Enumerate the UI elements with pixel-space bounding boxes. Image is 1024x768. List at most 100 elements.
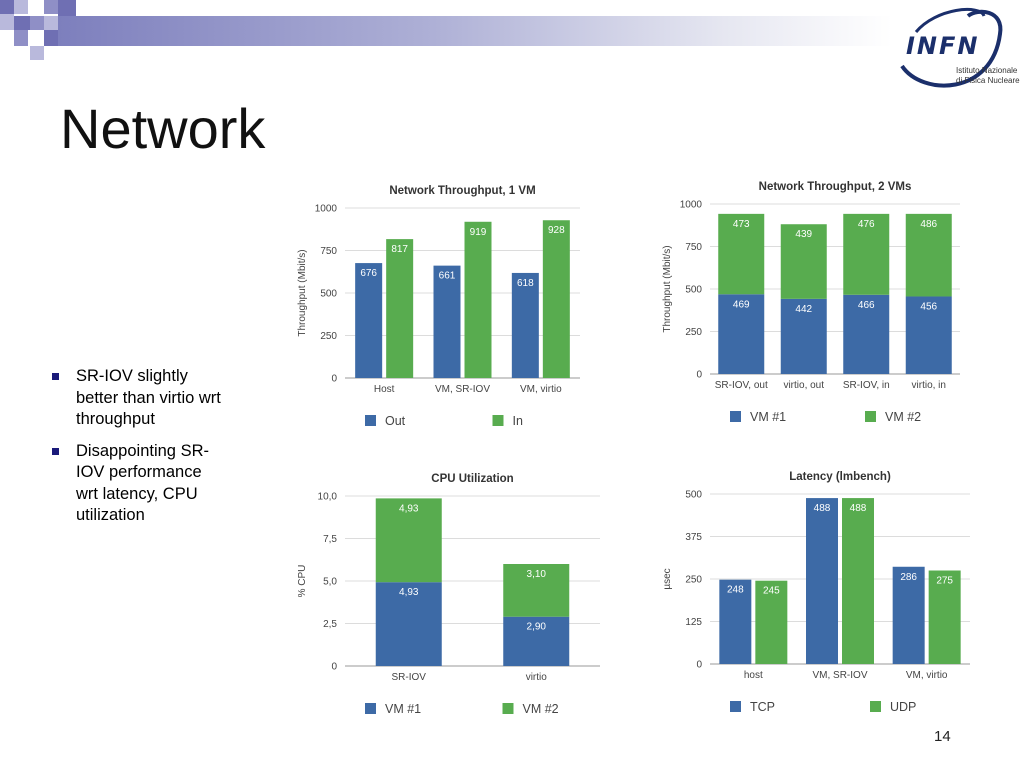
chart-throughput-1vm: Network Throughput, 1 VM Throughput (Mbit… [290,178,590,448]
y-axis-label: µsec [662,568,673,589]
bar-value-label: 469 [733,299,750,310]
bullet-list: SR-IOV slightly better than virtio wrt t… [48,366,228,537]
y-tick-label: 5,0 [323,577,337,588]
x-tick-label: virtio, out [783,380,824,391]
bar-out-host [355,263,383,378]
bar-value-label: 476 [858,219,875,230]
bar-value-label: 661 [439,271,456,282]
bar-vm-2-virtio [503,564,570,617]
bar-tcp-vm-virtio [892,566,925,664]
bar-vm-1-virtio-out [780,298,827,374]
chart-title: Latency (lmbench) [789,471,891,483]
y-tick-label: 0 [696,660,702,671]
y-tick-label: 250 [685,327,702,338]
bar-value-label: 275 [936,576,953,587]
bar-value-label: 3,10 [527,569,547,580]
legend-swatch [730,411,741,422]
legend-label: VM #1 [750,410,786,424]
bar-vm-1-sr-iov-in [843,294,890,374]
x-tick-label: VM, virtio [520,384,562,395]
infn-logo: INFN Istituto Nazionale di Fisica Nuclea… [892,4,1022,92]
bar-value-label: 286 [900,572,917,583]
bar-value-label: 442 [795,304,812,315]
chart-title: Network Throughput, 2 VMs [759,181,912,193]
legend-label: TCP [750,700,775,714]
legend-swatch [730,701,741,712]
bar-value-label: 466 [858,300,875,311]
bar-value-label: 488 [850,503,867,514]
bar-value-label: 488 [814,503,831,514]
y-tick-label: 750 [685,242,702,253]
chart-title: CPU Utilization [431,473,513,485]
y-tick-label: 125 [685,617,702,628]
bullet-square-icon [52,373,59,380]
chart-svg: Network Throughput, 2 VMs Throughput (Mbi… [662,181,960,424]
x-tick-label: virtio [526,672,548,683]
legend-label: UDP [890,700,916,714]
bar-out-vm-sr-iov [433,265,461,378]
y-tick-label: 10,0 [318,492,338,503]
bar-value-label: 473 [733,219,750,230]
bar-in-vm-virtio [542,220,570,378]
bar-vm-2-sr-iov [375,498,442,583]
bar-value-label: 2,90 [527,622,547,633]
y-tick-label: 750 [320,246,337,257]
legend-label: Out [385,414,406,428]
slide-title: Network [60,97,266,160]
chart-svg: Network Throughput, 1 VM Throughput (Mbit… [297,185,580,428]
legend-swatch [865,411,876,422]
chart-title: Network Throughput, 1 VM [389,185,535,197]
logo-subtitle: Istituto Nazionale di Fisica Nucleare [956,66,1020,85]
x-tick-label: SR-IOV, out [715,380,768,391]
bar-tcp-host [719,579,752,664]
x-tick-label: SR-IOV [392,672,427,683]
bar-value-label: 486 [920,219,937,230]
bar-vm-2-virtio-in [905,213,952,297]
y-tick-label: 0 [696,370,702,381]
y-tick-label: 500 [685,285,702,296]
y-axis-label: Throughput (Mbit/s) [662,245,673,332]
bar-value-label: 928 [548,225,565,236]
bar-vm-1-sr-iov-out [718,294,765,374]
chart-svg: CPU Utilization % CPU 0 2,5 5,0 7,5 10,0 4,93 4,… [297,473,600,716]
bar-value-label: 456 [920,301,937,312]
y-tick-label: 1000 [315,204,338,215]
bar-vm-2-sr-iov-in [843,213,890,295]
bar-vm-1-sr-iov [375,582,442,666]
y-axis-label: % CPU [297,565,308,598]
x-tick-label: SR-IOV, in [843,380,890,391]
y-tick-label: 250 [320,331,337,342]
bar-udp-vm-virtio [928,570,961,664]
x-tick-label: VM, virtio [906,670,948,681]
bar-in-host [386,239,414,378]
bar-value-label: 4,93 [399,587,419,598]
x-tick-label: virtio, in [912,380,946,391]
page-number: 14 [934,728,951,745]
chart-throughput-2vms: Network Throughput, 2 VMs Throughput (Mbi… [660,174,970,444]
bar-value-label: 4,93 [399,503,419,514]
y-tick-label: 500 [685,490,702,501]
logo-swoosh-icon [900,8,1003,88]
x-tick-label: VM, SR-IOV [812,670,867,681]
y-tick-label: 0 [331,662,337,673]
legend-swatch [870,701,881,712]
bar-udp-host [755,580,788,664]
bar-value-label: 618 [517,278,534,289]
bullet-item: SR-IOV slightly better than virtio wrt t… [48,366,228,431]
x-tick-label: Host [374,384,395,395]
y-tick-label: 1000 [680,200,703,211]
bar-vm-1-virtio [503,616,570,666]
bar-vm-2-virtio-out [780,224,827,299]
bar-tcp-vm-sr-iov [806,498,838,664]
x-tick-label: VM, SR-IOV [435,384,490,395]
y-tick-label: 0 [331,374,337,385]
y-tick-label: 500 [320,289,337,300]
bar-out-vm-virtio [511,272,539,378]
bar-value-label: 676 [360,268,377,279]
bar-value-label: 439 [795,229,812,240]
bar-value-label: 245 [763,586,780,597]
chart-svg: Latency (lmbench) µsec 0 125 250 375 500 248 245… [662,471,970,714]
bar-value-label: 817 [391,244,408,255]
bullet-text: Disappointing SR-IOV performance wrt lat… [76,441,209,525]
legend-swatch [492,415,504,426]
